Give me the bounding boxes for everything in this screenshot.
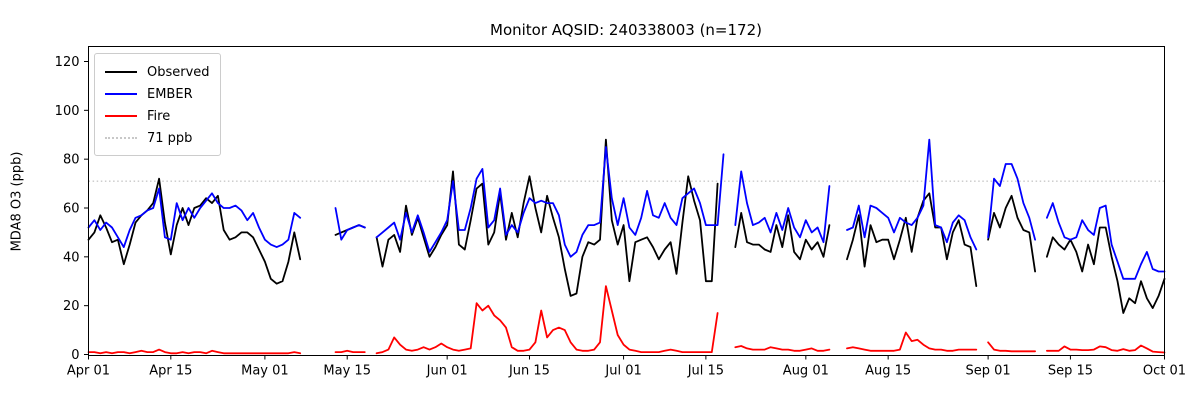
legend-line-sample [105, 71, 137, 73]
y-axis-tick-label: 0 [71, 348, 79, 363]
x-axis-tick-label: Jul 15 [687, 364, 724, 379]
legend-item-observed: Observed [105, 61, 210, 83]
legend-line-sample [105, 115, 137, 117]
y-axis-tick-label: 100 [55, 104, 80, 119]
legend-label: Observed [147, 64, 210, 80]
y-axis-tick-label: 20 [63, 299, 80, 314]
legend: Observed EMBER Fire 71 ppb [94, 53, 221, 156]
axes-box [88, 46, 1165, 356]
x-axis-tick-label: Sep 15 [1048, 364, 1093, 379]
x-axis-tick-label: May 15 [323, 364, 371, 379]
y-axis-tick-label: 120 [55, 55, 80, 70]
x-axis-tick-label: Aug 15 [865, 364, 911, 379]
x-axis-tick-label: Jun 01 [426, 364, 468, 379]
x-axis-tick-label: Jul 01 [604, 364, 641, 379]
x-axis-tick-label: Apr 15 [149, 364, 192, 379]
series-observed-line [87, 138, 1166, 314]
y-axis-tick-label: 40 [63, 250, 80, 265]
y-axis-label: MDA8 O3 (ppb) [9, 151, 25, 252]
chart-title: Monitor AQSID: 240338003 (n=172) [490, 21, 762, 39]
x-axis-tick-label: Jun 15 [508, 364, 550, 379]
series-ember-line [87, 138, 1166, 280]
legend-line-sample [105, 93, 137, 95]
y-axis-tick-label: 60 [63, 201, 80, 216]
legend-label: EMBER [147, 86, 193, 102]
x-axis-tick-label: Aug 01 [783, 364, 829, 379]
x-axis-tick-label: Sep 01 [966, 364, 1011, 379]
legend-label: Fire [147, 108, 171, 124]
legend-item-ember: EMBER [105, 83, 210, 105]
x-axis-tick-label: Oct 01 [1143, 364, 1186, 379]
legend-label: 71 ppb [147, 130, 193, 146]
x-axis-tick-label: May 01 [241, 364, 289, 379]
legend-line-sample [105, 137, 137, 139]
legend-item-fire: Fire [105, 105, 210, 127]
series-fire-line [87, 285, 1166, 355]
y-axis-tick-label: 80 [63, 153, 80, 168]
legend-item-71-ppb: 71 ppb [105, 127, 210, 149]
x-axis-tick-label: Apr 01 [67, 364, 110, 379]
